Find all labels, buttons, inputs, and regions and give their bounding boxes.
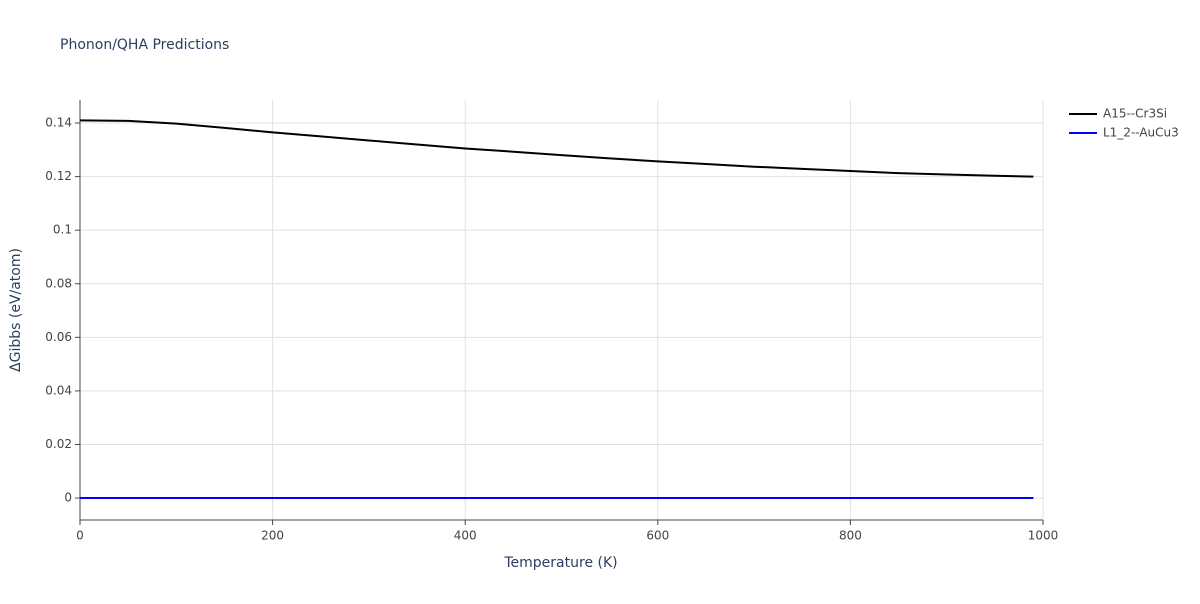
legend-label: A15--Cr3Si (1103, 107, 1167, 121)
y-tick-label: 0.12 (45, 169, 72, 183)
x-tick-label: 800 (839, 529, 862, 543)
x-tick-label: 200 (261, 529, 284, 543)
y-tick-label: 0.1 (53, 223, 72, 237)
y-axis-title: ΔGibbs (eV/atom) (8, 248, 24, 372)
chart-title: Phonon/QHA Predictions (60, 37, 229, 53)
x-axis-title: Temperature (K) (503, 555, 617, 571)
y-tick-label: 0.14 (45, 116, 72, 130)
y-tick-label: 0.08 (45, 276, 72, 290)
x-tick-label: 600 (646, 529, 669, 543)
y-tick-label: 0.02 (45, 437, 72, 451)
y-tick-label: 0.04 (45, 383, 72, 397)
x-tick-label: 400 (454, 529, 477, 543)
x-tick-label: 1000 (1028, 529, 1059, 543)
series-line (79, 119, 1034, 178)
y-tick-label: 0.06 (45, 330, 72, 344)
x-tick-label: 0 (76, 529, 84, 543)
legend-label: L1_2--AuCu3 (1103, 126, 1179, 140)
y-tick-label: 0 (64, 491, 72, 505)
